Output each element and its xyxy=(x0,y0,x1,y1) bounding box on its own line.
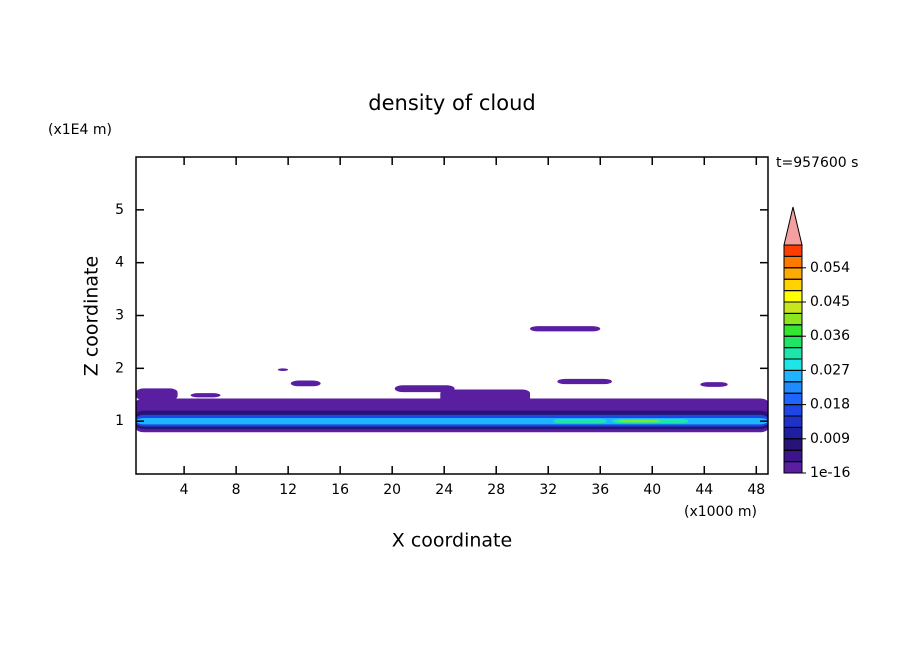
colorbar-swatch xyxy=(783,438,803,451)
y-tick-label: 5 xyxy=(115,202,124,218)
chart-title: density of cloud xyxy=(368,91,535,115)
colorbar-swatch xyxy=(783,404,803,417)
x-tick-label: 36 xyxy=(591,482,609,498)
y-axis-label: Z coordinate xyxy=(81,256,103,376)
colorbar-tick-label: 0.027 xyxy=(810,362,850,378)
colorbar-swatch xyxy=(783,278,803,292)
x-tick-label: 28 xyxy=(487,482,505,498)
annotation: t=957600 s xyxy=(776,155,858,171)
contour-region xyxy=(394,385,455,393)
x-tick-label: 12 xyxy=(279,482,297,498)
x-tick-label: 40 xyxy=(643,482,661,498)
x-axis-label: X coordinate xyxy=(392,530,512,552)
x-tick-label: 20 xyxy=(383,482,401,498)
colorbar-tick-label: 0.036 xyxy=(810,328,850,344)
colorbar-swatch xyxy=(783,461,803,474)
colorbar-swatch xyxy=(783,335,803,349)
colorbar-swatch xyxy=(783,255,803,269)
x-tick-label: 32 xyxy=(539,482,557,498)
contour-region xyxy=(136,417,768,425)
colorbar-tick-label: 1e-16 xyxy=(810,465,850,481)
contour-region xyxy=(618,420,661,423)
y-tick-label: 3 xyxy=(115,308,124,324)
contour-region xyxy=(553,419,607,424)
colorbar-swatch xyxy=(783,358,803,371)
contour-region xyxy=(190,393,221,398)
x-tick-label: 48 xyxy=(747,482,765,498)
contour-region xyxy=(530,326,601,332)
y-unit: (x1E4 m) xyxy=(48,122,112,138)
colorbar-swatch xyxy=(783,290,803,303)
y-tick-label: 1 xyxy=(115,413,124,429)
colorbar-tick-label: 0.018 xyxy=(810,397,850,413)
colorbar-swatch xyxy=(783,381,803,394)
colorbar-extend xyxy=(783,206,803,246)
colorbar-swatch xyxy=(783,369,803,383)
colorbar-tick-label: 0.054 xyxy=(810,260,850,276)
contour-region xyxy=(440,389,531,406)
x-tick-label: 4 xyxy=(180,482,189,498)
colorbar-swatch xyxy=(783,347,803,360)
x-tick-label: 24 xyxy=(435,482,453,498)
x-unit: (x1000 m) xyxy=(684,504,757,520)
y-tick-label: 4 xyxy=(115,255,124,271)
contour-region xyxy=(700,382,728,387)
colorbar-swatch xyxy=(783,301,803,314)
contour-region xyxy=(290,380,321,387)
colorbar-swatch xyxy=(783,392,803,406)
colorbar-swatch xyxy=(783,312,803,326)
colorbar-tick-label: 0.045 xyxy=(810,294,850,310)
colorbar-swatch xyxy=(783,449,803,463)
colorbar-swatch xyxy=(783,415,803,428)
colorbar-swatch xyxy=(783,426,803,440)
contour-region xyxy=(136,388,178,401)
contour-region xyxy=(277,368,289,371)
x-tick-label: 16 xyxy=(331,482,349,498)
colorbar-swatch xyxy=(783,244,803,257)
colorbar-swatch xyxy=(783,267,803,280)
colorbar-swatch xyxy=(783,324,803,337)
colorbar-tick-label: 0.009 xyxy=(810,431,850,447)
y-tick-label: 2 xyxy=(115,360,124,376)
contour-region xyxy=(557,378,612,385)
x-tick-label: 8 xyxy=(232,482,241,498)
x-tick-label: 44 xyxy=(695,482,713,498)
